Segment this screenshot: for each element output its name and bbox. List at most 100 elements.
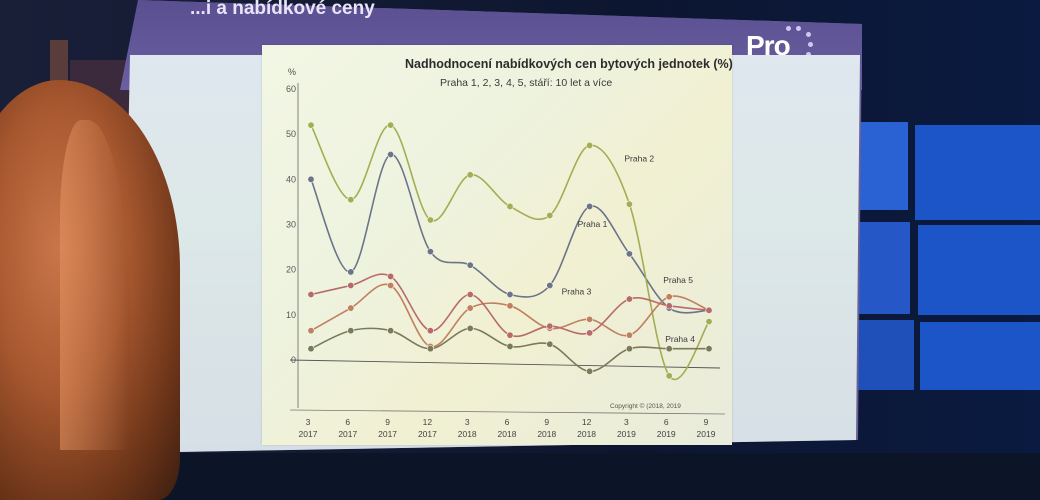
- x-tick-label: 9: [385, 417, 390, 427]
- x-axis-line: [289, 409, 726, 415]
- data-point: [466, 171, 474, 179]
- data-point: [426, 327, 434, 335]
- x-tick-label: 3: [624, 417, 629, 427]
- data-point: [307, 345, 315, 353]
- data-point: [546, 281, 554, 289]
- data-point: [705, 318, 713, 326]
- x-tick-label: 2018: [498, 429, 517, 439]
- data-point: [506, 302, 514, 310]
- chart-card: [262, 45, 732, 445]
- x-tick-label: 9: [544, 417, 549, 427]
- y-axis-unit: %: [288, 67, 297, 77]
- data-point: [387, 272, 395, 280]
- y-tick-label: 30: [286, 220, 296, 230]
- data-point: [705, 306, 713, 314]
- data-point: [387, 327, 395, 335]
- data-point: [307, 291, 315, 299]
- x-tick-label: 2019: [657, 429, 676, 439]
- data-point: [347, 304, 355, 312]
- data-point: [586, 329, 594, 337]
- copyright-note: Copyright © (2018, 2019: [610, 403, 681, 410]
- y-tick-label: 20: [286, 265, 296, 275]
- data-point: [506, 202, 514, 210]
- data-point: [466, 261, 474, 269]
- data-point: [625, 295, 633, 303]
- data-point: [347, 196, 355, 204]
- chart-subtitle: Praha 1, 2, 3, 4, 5, stáří: 10 let a víc…: [440, 77, 613, 89]
- series-label: Praha 1: [578, 219, 608, 229]
- data-point: [625, 345, 633, 353]
- x-tick-label: 2018: [458, 429, 477, 439]
- x-tick-label: 12: [423, 417, 433, 427]
- series-label: Praha 5: [663, 275, 693, 285]
- logo-dots-icon: [784, 26, 814, 66]
- stage-led-panel: [856, 320, 914, 390]
- data-point: [307, 121, 315, 129]
- x-tick-label: 2017: [299, 429, 318, 439]
- data-point: [426, 345, 434, 353]
- stage-led-panel: [915, 125, 1040, 220]
- x-tick-label: 12: [582, 417, 592, 427]
- x-tick-label: 2019: [617, 429, 636, 439]
- x-tick-label: 2018: [537, 429, 556, 439]
- stage-led-panel: [918, 225, 1040, 315]
- data-point: [705, 345, 713, 353]
- y-tick-label: 10: [286, 310, 296, 320]
- data-point: [586, 315, 594, 323]
- data-point: [347, 281, 355, 289]
- x-tick-label: 6: [505, 417, 510, 427]
- series-label: Praha 4: [665, 334, 695, 344]
- x-tick-label: 2019: [697, 429, 716, 439]
- data-point: [347, 327, 355, 335]
- data-point: [506, 331, 514, 339]
- y-tick-label: 0: [291, 355, 296, 365]
- data-point: [506, 342, 514, 350]
- x-tick-label: 6: [664, 417, 669, 427]
- data-point: [466, 324, 474, 332]
- data-point: [586, 367, 594, 375]
- stage-led-panel: [920, 322, 1040, 390]
- data-point: [665, 302, 673, 310]
- stage-led-panel: [852, 222, 910, 314]
- x-tick-label: 3: [306, 417, 311, 427]
- data-point: [665, 345, 673, 353]
- data-point: [426, 248, 434, 256]
- data-point: [387, 121, 395, 129]
- y-tick-label: 60: [286, 84, 296, 94]
- x-tick-label: 2017: [378, 429, 397, 439]
- data-point: [466, 304, 474, 312]
- data-point: [546, 340, 554, 348]
- data-point: [307, 327, 315, 335]
- data-point: [307, 175, 315, 183]
- data-point: [665, 372, 673, 380]
- data-point: [387, 281, 395, 289]
- series-label: Praha 2: [624, 153, 654, 163]
- data-point: [506, 291, 514, 299]
- data-point: [347, 268, 355, 276]
- x-tick-label: 9: [704, 417, 709, 427]
- data-point: [625, 200, 633, 208]
- x-tick-label: 2017: [338, 429, 357, 439]
- data-point: [586, 141, 594, 149]
- data-point: [625, 331, 633, 339]
- series-label: Praha 3: [562, 287, 592, 297]
- data-point: [665, 293, 673, 301]
- data-point: [466, 291, 474, 299]
- data-point: [387, 150, 395, 158]
- zero-line: [289, 359, 721, 369]
- line-chart: 0 10 20 30 40 50 60 3 2017 6 2017 9 2017 12 2017 3 2018 6…: [286, 83, 726, 439]
- x-tick-label: 3: [465, 417, 470, 427]
- chart-title: Nadhodnocení nabídkových cen bytových je…: [405, 57, 733, 71]
- data-point: [426, 216, 434, 224]
- data-point: [586, 202, 594, 210]
- data-point: [546, 211, 554, 219]
- y-tick-label: 40: [286, 174, 296, 184]
- x-tick-label: 2018: [577, 429, 596, 439]
- data-point: [625, 250, 633, 258]
- slide-title: ...i a nabídkové ceny: [190, 0, 375, 19]
- x-tick-label: 2017: [418, 429, 437, 439]
- x-tick-label: 6: [345, 417, 350, 427]
- y-tick-label: 50: [286, 129, 296, 139]
- data-point: [546, 322, 554, 330]
- series-line: [310, 153, 710, 314]
